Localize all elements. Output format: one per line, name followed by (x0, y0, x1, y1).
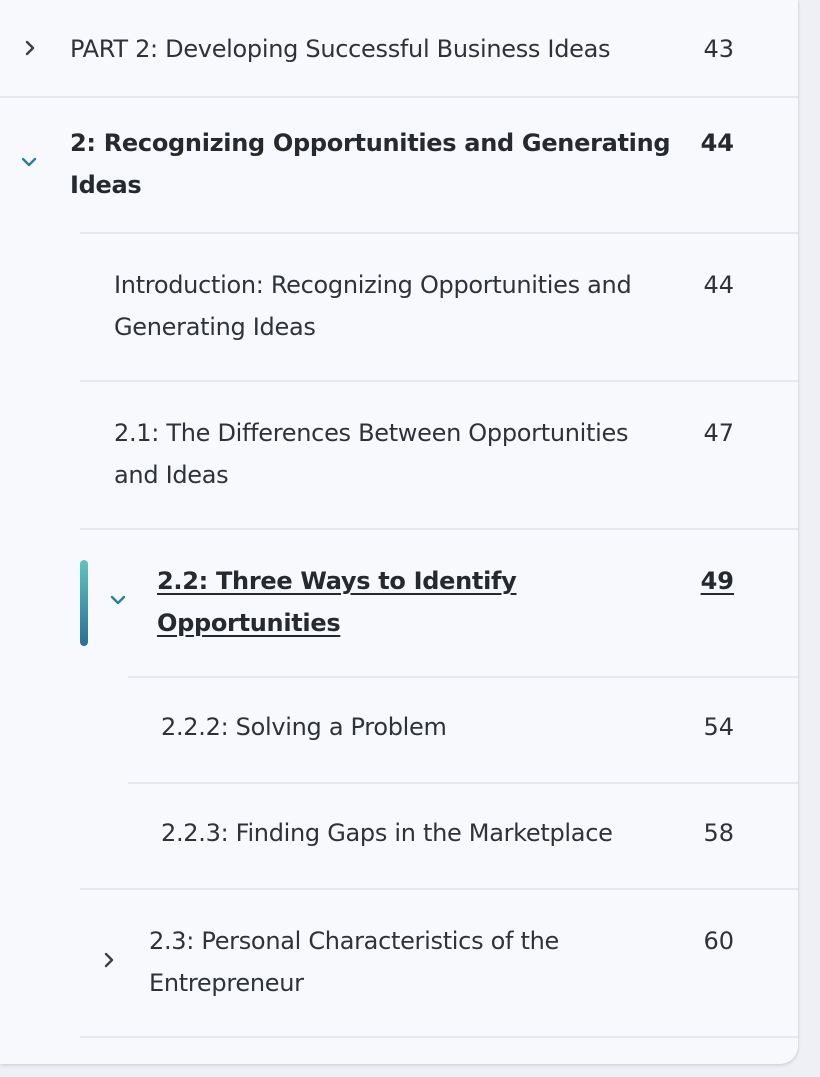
toc-item-title[interactable]: 2.2.2: Solving a Problem (161, 713, 447, 741)
toc-item-title[interactable]: 2.3: Personal Characteristics of the Ent… (149, 927, 559, 997)
toc-item-title[interactable]: Introduction: Recognizing Opportunities … (114, 271, 632, 341)
divider (80, 888, 798, 890)
chevron-right-icon[interactable] (101, 952, 117, 968)
toc-item-section-2-2[interactable]: 2.2: Three Ways to Identify Opportunitie… (80, 530, 798, 678)
toc-item-page: 60 (703, 927, 734, 955)
toc-item-page: 43 (703, 35, 734, 63)
toc-item-introduction[interactable]: Introduction: Recognizing Opportunities … (80, 234, 798, 382)
toc-item-title[interactable]: PART 2: Developing Successful Business I… (70, 35, 611, 63)
divider (128, 676, 798, 678)
toc-item-page: 47 (703, 419, 734, 447)
toc-item-title-current[interactable]: 2.2: Three Ways to Identify Opportunitie… (157, 567, 517, 637)
toc-item-section-2-2-2[interactable]: 2.2.2: Solving a Problem 54 (128, 678, 798, 784)
toc-item-section-2-2-3[interactable]: 2.2.3: Finding Gaps in the Marketplace 5… (128, 784, 798, 890)
toc-item-section-2-1[interactable]: 2.1: The Differences Between Opportuniti… (80, 382, 798, 530)
toc-item-page: 54 (703, 713, 734, 741)
active-indicator-bar (80, 560, 88, 646)
table-of-contents-panel: PART 2: Developing Successful Business I… (0, 0, 798, 1038)
divider (80, 232, 798, 234)
toc-item-part-2[interactable]: PART 2: Developing Successful Business I… (0, 0, 798, 98)
toc-item-section-2-3[interactable]: 2.3: Personal Characteristics of the Ent… (80, 890, 798, 1038)
toc-item-chapter-2[interactable]: 2: Recognizing Opportunities and Generat… (0, 98, 798, 234)
toc-item-title[interactable]: 2: Recognizing Opportunities and Generat… (70, 129, 671, 199)
toc-item-page: 58 (703, 819, 734, 847)
chevron-down-icon[interactable] (110, 592, 126, 608)
toc-item-title[interactable]: 2.1: The Differences Between Opportuniti… (114, 419, 629, 489)
chevron-right-icon[interactable] (22, 40, 38, 56)
chevron-down-icon[interactable] (21, 154, 37, 170)
toc-item-page: 44 (703, 271, 734, 299)
toc-item-page: 49 (700, 567, 734, 595)
toc-item-title[interactable]: 2.2.3: Finding Gaps in the Marketplace (161, 819, 613, 847)
toc-item-page: 44 (700, 129, 734, 157)
